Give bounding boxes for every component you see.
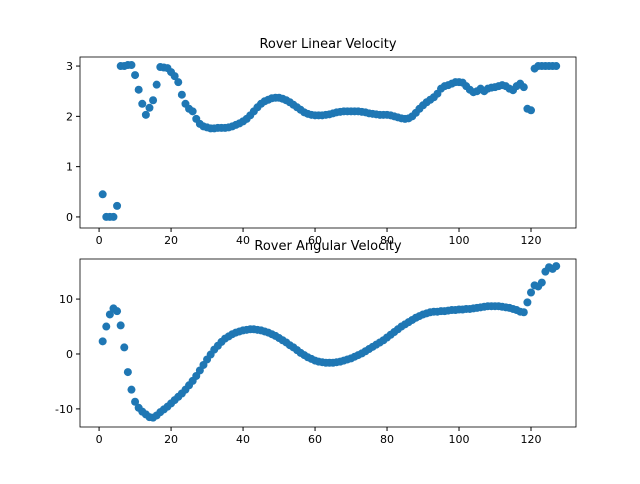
point: [127, 61, 136, 70]
point: [127, 385, 136, 394]
axes-frame: [79, 56, 577, 229]
point: [98, 337, 107, 346]
point: [102, 322, 111, 331]
subplot: Rover Linear Velocity 0 20 40 60 80 100 120 0 1 2 3: [66, 37, 577, 247]
x-tick-label: 100: [449, 433, 470, 446]
x-tick-label: 120: [521, 433, 542, 446]
y-tick-label: 0: [66, 348, 73, 361]
point: [527, 288, 536, 297]
x-tick-label: 60: [308, 234, 322, 247]
point: [116, 321, 125, 330]
x-tick-label: 40: [236, 234, 250, 247]
x-tick-label: 40: [236, 433, 250, 446]
point: [109, 212, 118, 221]
point: [113, 201, 122, 210]
x-tick-label: 80: [380, 234, 394, 247]
point: [138, 99, 147, 108]
x-tick-label: 120: [521, 234, 542, 247]
point: [105, 310, 114, 319]
y-tick-label: 1: [66, 161, 73, 174]
point: [519, 83, 528, 92]
point: [177, 90, 186, 99]
y-tick-label: 2: [66, 110, 73, 123]
y-tick-label: 10: [59, 293, 73, 306]
point: [131, 397, 140, 406]
point: [123, 368, 132, 377]
y-tick-label: 3: [66, 60, 73, 73]
point: [145, 103, 154, 112]
chart-title: Rover Linear Velocity: [259, 37, 396, 52]
axes-frame: [79, 258, 577, 428]
point: [170, 72, 179, 81]
point: [188, 107, 197, 116]
x-tick-label: 80: [380, 433, 394, 446]
x-tick-label: 20: [164, 234, 178, 247]
point: [174, 78, 183, 87]
point: [141, 110, 150, 119]
x-tick-label: 0: [96, 234, 103, 247]
point: [98, 190, 107, 199]
y-tick-label: 0: [66, 211, 73, 224]
point: [149, 96, 158, 105]
point: [152, 80, 161, 89]
point: [131, 71, 140, 80]
point: [113, 307, 122, 316]
x-tick-label: 0: [96, 433, 103, 446]
point: [552, 62, 561, 71]
point: [537, 278, 546, 287]
point: [552, 262, 561, 271]
chart-title: Rover Angular Velocity: [254, 239, 402, 254]
point: [523, 298, 532, 307]
point: [527, 106, 536, 115]
point: [519, 308, 528, 317]
x-tick-label: 20: [164, 433, 178, 446]
y-tick-label: -10: [55, 403, 73, 416]
point: [134, 85, 143, 94]
x-tick-label: 60: [308, 433, 322, 446]
point: [120, 343, 129, 352]
x-tick-label: 100: [449, 234, 470, 247]
